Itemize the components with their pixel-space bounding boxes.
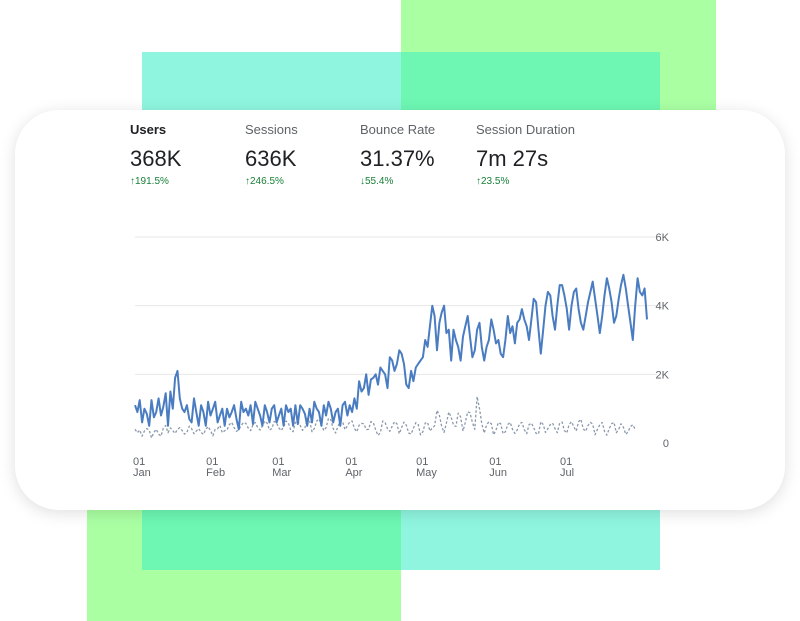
x-tick-day: 01	[133, 456, 145, 468]
x-tick-month: Jun	[489, 467, 507, 479]
metric-bounce-rate-value: 31.37%	[360, 146, 435, 171]
y-tick-label: 2K	[656, 369, 670, 381]
metric-users-label: Users	[130, 122, 167, 137]
metric-users-change: ↑191.5%	[130, 176, 181, 187]
x-tick-month: Feb	[206, 467, 225, 479]
arrow-up-icon: ↑	[130, 176, 135, 187]
metric-bounce-rate-change: ↓55.4%	[360, 176, 435, 187]
metric-session-duration-change-value: 23.5%	[481, 176, 510, 187]
metric-bounce-rate-label: Bounce Rate	[360, 122, 436, 137]
x-tick-day: 01	[345, 456, 357, 468]
arrow-up-icon: ↑	[245, 176, 250, 187]
x-tick-month: Jan	[133, 467, 151, 479]
metric-session-duration-change: ↑23.5%	[476, 176, 575, 187]
arrow-down-icon: ↓	[360, 176, 365, 187]
metric-sessions-label: Sessions	[245, 122, 298, 137]
metric-sessions-value: 636K	[245, 146, 297, 171]
x-tick-day: 01	[560, 456, 572, 468]
metric-session-duration[interactable]: Session Duration 7m 27s ↑23.5%	[476, 122, 575, 187]
metric-session-duration-label: Session Duration	[476, 122, 575, 137]
x-tick-day: 01	[416, 456, 428, 468]
metric-users-value: 368K	[130, 146, 182, 171]
metric-bounce-rate-change-value: 55.4%	[365, 176, 394, 187]
series-line-users	[134, 273, 648, 431]
metric-users-change-value: 191.5%	[135, 176, 169, 187]
y-tick-label: 4K	[656, 301, 670, 313]
backdrop-overlap-bottom	[142, 510, 401, 570]
x-tick-month: Mar	[272, 467, 291, 479]
backdrop-overlap-top	[401, 52, 660, 110]
arrow-up-icon: ↑	[476, 176, 481, 187]
x-tick-month: May	[416, 467, 437, 479]
x-tick-month: Jul	[560, 467, 574, 479]
backdrop-teal-top	[142, 52, 401, 110]
metric-bounce-rate[interactable]: Bounce Rate 31.37% ↓55.4%	[360, 122, 435, 187]
y-tick-label: 0	[663, 438, 669, 450]
metric-users[interactable]: Users 368K ↑191.5%	[130, 122, 181, 187]
metric-sessions-change-value: 246.5%	[250, 176, 284, 187]
backdrop-teal-bottom	[401, 510, 660, 570]
x-tick-month: Apr	[345, 467, 362, 479]
analytics-card: Users 368K ↑191.5% Sessions 636K ↑246.5%…	[15, 110, 785, 510]
y-tick-label: 6K	[656, 232, 670, 244]
metric-sessions-change: ↑246.5%	[245, 176, 298, 187]
series-line-compare	[134, 395, 636, 439]
users-line-chart: 6K4K2K001Jan01Feb01Mar01Apr01May01Jun01J…	[133, 232, 670, 479]
metric-session-duration-value: 7m 27s	[476, 146, 549, 171]
x-tick-day: 01	[489, 456, 501, 468]
x-tick-day: 01	[272, 456, 284, 468]
x-tick-day: 01	[206, 456, 218, 468]
metric-sessions[interactable]: Sessions 636K ↑246.5%	[245, 122, 298, 187]
